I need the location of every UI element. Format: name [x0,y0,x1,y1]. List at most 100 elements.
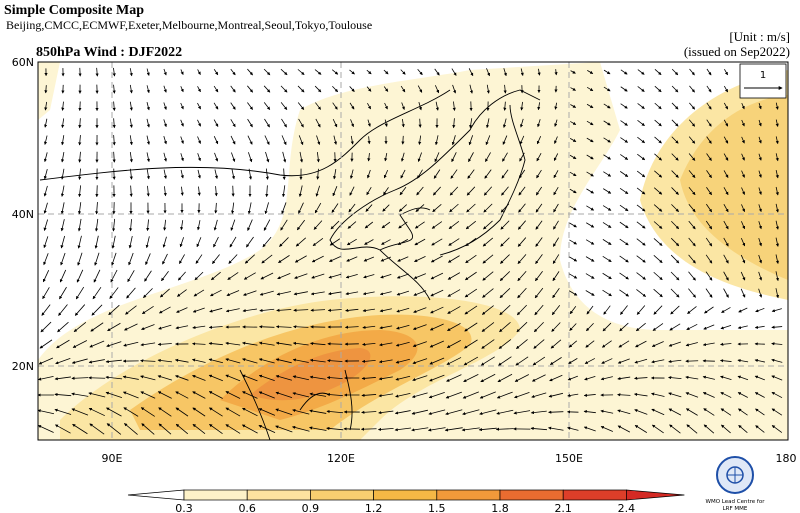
wind-arrow [258,408,276,416]
wind-arrow [298,118,304,128]
wind-arrow [552,288,560,299]
wind-arrow [78,168,82,180]
wind-arrow [275,341,292,346]
wind-arrow [570,121,577,125]
wind-arrow [653,204,663,212]
wind-arrow [706,136,712,144]
wind-arrow [89,423,105,435]
wind-arrow [311,255,324,263]
wind-arrow [363,274,375,279]
wind-arrow [567,426,579,431]
wind-arrow [569,273,578,279]
wind-arrow [309,426,327,431]
wind-arrow [59,269,67,283]
wind-arrow [378,359,393,364]
wind-arrow [536,136,542,145]
wind-arrow [180,153,184,162]
wind-arrow [314,85,322,93]
wind-arrow [775,102,779,110]
wind-arrow [366,86,372,92]
wind-arrow [706,68,712,76]
wind-arrow [313,220,323,230]
wind-arrow [44,101,48,111]
wind-arrow [418,135,422,145]
wind-arrow [192,374,206,381]
wind-arrow [482,237,494,247]
wind-arrow [771,325,783,329]
wind-arrow [758,119,762,127]
wind-arrow [689,102,695,110]
wind-arrow [518,186,526,196]
wind-arrow [468,68,474,77]
wind-arrow [619,272,629,280]
wind-arrow [553,203,559,213]
wind-arrow [586,305,594,315]
wind-arrow [213,219,218,231]
wind-arrow [412,341,427,348]
wind-arrow [71,376,89,380]
wind-arrow [586,137,594,143]
wind-arrow [479,391,496,399]
wind-arrow [462,391,479,399]
wind-arrow [758,254,762,264]
wind-arrow [688,220,696,230]
wind-arrow [192,407,206,417]
wind-arrow [299,151,304,163]
wind-arrow [275,425,293,433]
wind-arrow [95,67,99,77]
wind-arrow [434,135,439,146]
wind-arrow [775,288,780,299]
colorbar-bin [373,489,438,501]
wind-arrow [740,271,746,281]
wind-arrow [554,119,558,127]
wind-arrow [397,239,409,245]
wind-arrow [158,306,171,314]
wind-arrow [603,120,611,126]
wind-arrow [109,287,119,299]
wind-arrow [180,69,184,76]
wind-arrow [309,392,327,397]
wind-arrow [685,392,699,398]
wind-arrow [688,187,696,196]
wind-arrow [554,69,558,76]
wind-arrow [775,254,779,265]
wind-arrow [280,219,288,231]
wind-arrow [208,407,223,417]
lon-label: 120E [327,452,355,465]
wind-arrow [191,342,206,346]
wind-arrow [603,86,611,92]
wind-arrow [485,118,490,129]
reference-box [739,63,787,99]
wind-arrow [361,359,376,363]
wind-arrow [775,203,779,213]
wind-arrow [61,101,65,111]
wind-arrow [448,238,460,246]
wind-arrow [602,255,612,263]
lon-label: 90E [102,452,123,465]
wind-arrow [42,287,50,300]
wind-arrow [723,271,729,281]
wind-arrow [535,203,543,213]
wind-arrow [261,254,273,264]
wind-arrow [637,153,646,161]
wind-arrow [241,424,258,434]
wind-arrow [585,290,595,296]
wind-arrow [446,357,462,365]
wind-arrow [519,152,525,162]
wind-arrow [258,341,275,346]
wind-arrow [331,203,339,213]
wind-arrow [585,239,595,245]
wind-arrow [94,252,100,266]
wind-arrow [400,152,405,162]
wind-arrow [553,170,559,179]
colorbar-bin [310,489,374,501]
wind-arrow [292,392,310,398]
wind-arrow [651,341,664,347]
wind-arrow [412,375,428,382]
wind-arrow [706,170,712,179]
reference-label: 1 [760,70,766,81]
wind-arrow [54,392,72,397]
wind-arrow [653,187,663,195]
wind-arrow [671,119,679,127]
wind-arrow [758,271,763,281]
